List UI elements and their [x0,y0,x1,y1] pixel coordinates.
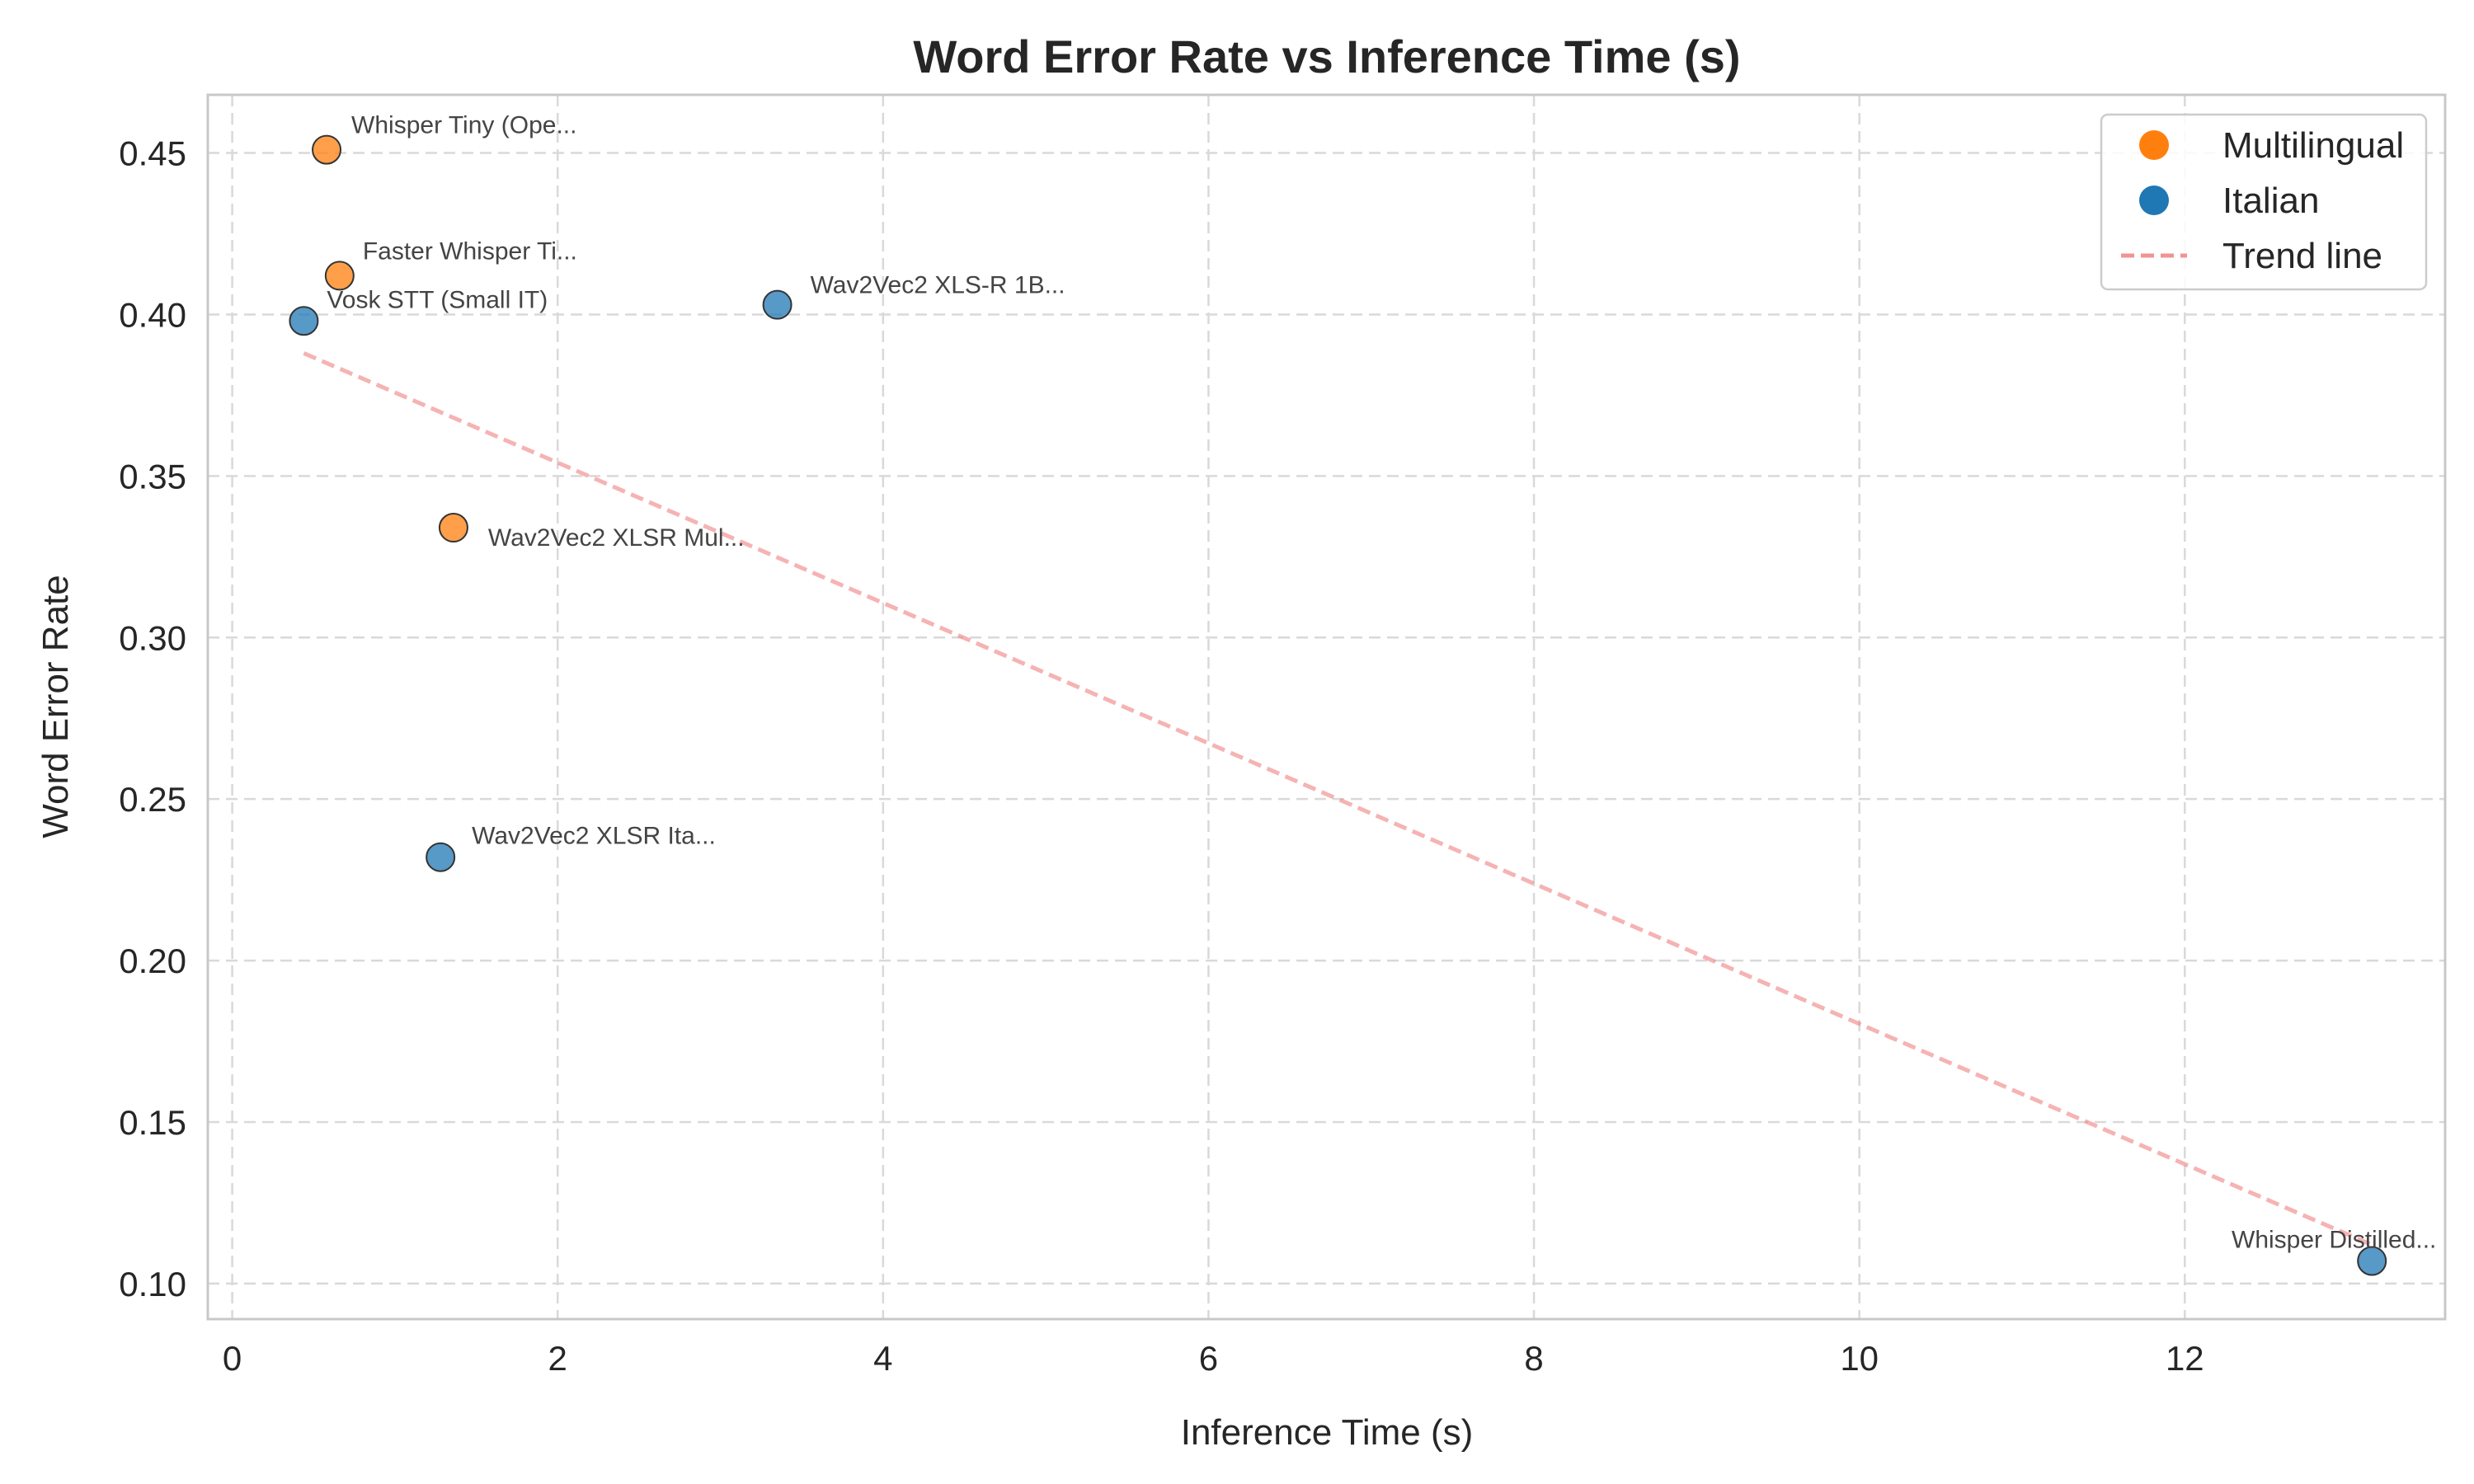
axis-ticks: 0 2 4 6 8 10 12 0.10 0.15 0.20 0.25 0.30 0.35 0.40 0.4… [119,134,2204,1378]
data-point-italian [762,289,793,320]
data-points [289,134,2387,1276]
data-point-italian [426,842,456,872]
y-tick-label: 0.40 [119,295,186,334]
x-axis-label: Inference Time (s) [1181,1412,1474,1453]
point-label: Whisper Distilled... [2232,1226,2436,1253]
data-point-italian [2357,1246,2387,1276]
legend-marker-italian [2139,186,2169,215]
point-label: Vosk STT (Small IT) [327,286,548,313]
point-label: Faster Whisper Ti... [363,237,577,265]
y-tick-label: 0.15 [119,1103,186,1142]
legend-label-trend-line: Trend line [2222,236,2382,276]
legend-box [2100,113,2428,291]
y-tick-label: 0.45 [119,134,186,173]
y-tick-label: 0.20 [119,942,186,980]
y-tick-label: 0.25 [119,780,186,819]
chart-title: Word Error Rate vs Inference Time (s) [913,31,1740,82]
y-tick-label: 0.10 [119,1265,186,1303]
x-tick-label: 12 [2166,1339,2204,1378]
y-tick-label: 0.30 [119,618,186,657]
x-tick-label: 0 [223,1339,242,1378]
point-labels: Whisper Tiny (Ope... Faster Whisper Ti...… [327,112,2436,1254]
x-tick-label: 10 [1840,1339,1879,1378]
x-tick-label: 2 [548,1339,567,1378]
data-point-multilingual [312,134,342,165]
y-tick-label: 0.35 [119,457,186,495]
legend-label-multilingual: Multilingual [2222,125,2404,166]
legend-label-italian: Italian [2222,181,2319,221]
point-label: Wav2Vec2 XLSR Ita... [472,823,716,850]
data-point-multilingual [324,261,355,291]
legend-marker-multilingual [2139,130,2169,160]
data-point-italian [289,306,319,336]
plot-frame [206,93,2447,1321]
x-tick-label: 6 [1199,1339,1218,1378]
legend: Multilingual Italian Trend line [2100,113,2428,291]
data-point-multilingual [438,513,468,543]
point-label: Whisper Tiny (Ope... [351,112,576,139]
x-tick-label: 4 [873,1339,892,1378]
x-tick-label: 8 [1524,1339,1543,1378]
point-label: Wav2Vec2 XLS-R 1B... [811,272,1065,299]
grid-lines [208,95,2445,1319]
y-axis-label: Word Error Rate [35,575,76,838]
point-label: Wav2Vec2 XLSR Mul... [488,524,745,552]
